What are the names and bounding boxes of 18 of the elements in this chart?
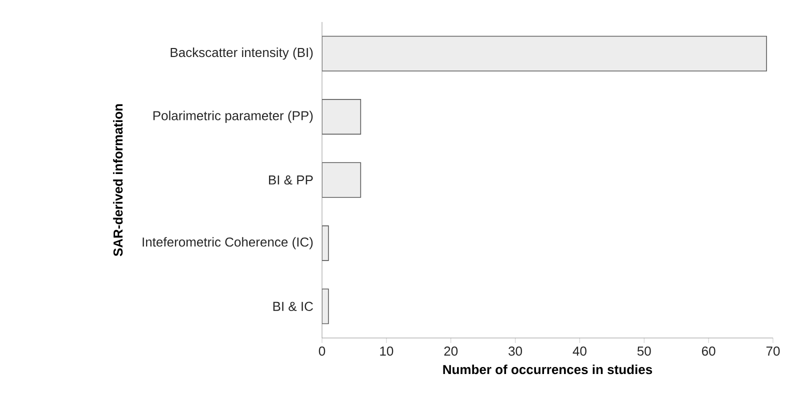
y-tick-label: Polarimetric parameter (PP)	[153, 110, 313, 123]
y-tick-label: BI & PP	[269, 175, 313, 185]
y-tick-label: BI & IC	[273, 302, 313, 311]
y-tick-label: Backscatter intensity (BI)	[170, 48, 313, 60]
bar	[322, 99, 362, 135]
x-tick-label: 60	[702, 346, 716, 356]
x-tick-label: 30	[508, 346, 522, 356]
x-tick-label: 20	[444, 346, 458, 356]
y-tick-label: Inteferometric Coherence (IC)	[142, 237, 313, 250]
x-tick-label: 0	[318, 346, 326, 356]
y-axis-title: SAR-derived information	[113, 104, 123, 256]
x-tick-label: 70	[766, 346, 780, 356]
x-tick-label: 10	[380, 346, 394, 356]
x-axis-title: Number of occurrences in studies	[443, 364, 652, 374]
bar	[322, 162, 362, 198]
x-tick-label: 50	[637, 346, 651, 356]
x-tick-label: 40	[572, 346, 586, 356]
bar	[322, 36, 767, 72]
